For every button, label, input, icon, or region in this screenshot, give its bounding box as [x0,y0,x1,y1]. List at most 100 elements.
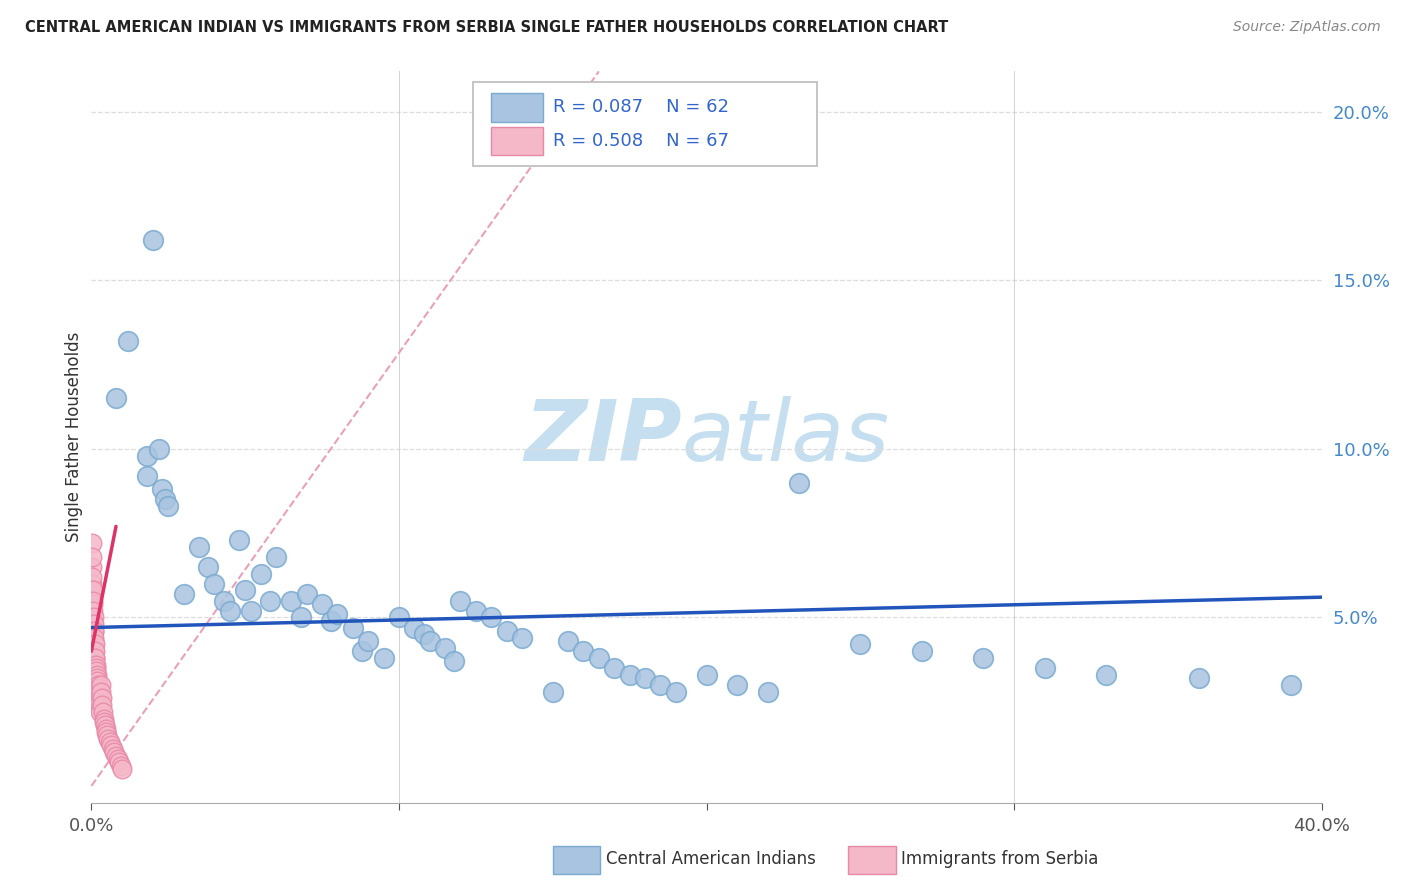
Point [849,637,872,651]
Point [89,701,111,715]
Text: Immigrants from Serbia: Immigrants from Serbia [901,850,1098,868]
Point [82,617,104,632]
Point [86,678,108,692]
Point [93,714,115,729]
Point [83,624,105,638]
Text: CENTRAL AMERICAN INDIAN VS IMMIGRANTS FROM SERBIA SINGLE FATHER HOUSEHOLDS CORRE: CENTRAL AMERICAN INDIAN VS IMMIGRANTS FR… [25,20,949,35]
Point [105,748,127,763]
Point [756,684,779,698]
Point [135,449,157,463]
Point [787,475,810,490]
Point [82,583,104,598]
Point [83,637,105,651]
Point [83,644,105,658]
Point [87,688,110,702]
Point [218,604,240,618]
Point [972,651,994,665]
Point [82,627,104,641]
Point [650,678,672,692]
Point [82,610,104,624]
Point [557,634,579,648]
Text: ZIP: ZIP [524,395,682,479]
Point [240,604,263,618]
Point [84,657,107,672]
Point [150,483,173,497]
Point [259,593,281,607]
Point [603,661,626,675]
Point [82,604,104,618]
Point [96,728,118,742]
Text: Central American Indians: Central American Indians [606,850,815,868]
Point [665,684,688,698]
Point [350,644,373,658]
Point [495,624,517,638]
Point [83,634,105,648]
Point [83,651,105,665]
Point [404,621,426,635]
Point [82,583,104,598]
Point [84,657,107,672]
Point [249,566,271,581]
FancyBboxPatch shape [491,94,543,122]
Point [572,644,595,658]
Point [290,610,312,624]
Point [93,712,115,726]
Point [98,735,121,749]
Point [197,559,219,574]
Point [94,718,117,732]
Point [188,540,211,554]
Point [233,583,256,598]
Point [342,621,364,635]
Point [101,742,124,756]
Point [105,392,127,406]
Point [725,678,748,692]
Point [135,468,157,483]
Point [228,533,250,547]
Point [148,442,170,456]
Point [388,610,411,624]
Point [202,576,225,591]
Point [541,684,564,698]
Point [86,674,108,689]
Point [449,593,471,607]
Point [80,593,103,607]
Point [634,671,657,685]
Point [321,614,343,628]
Point [326,607,349,621]
Text: R = 0.508    N = 67: R = 0.508 N = 67 [553,132,728,150]
Point [280,593,302,607]
Point [80,536,103,550]
FancyBboxPatch shape [491,127,543,155]
Point [696,667,718,681]
Point [412,627,434,641]
Point [1033,661,1056,675]
Point [619,667,641,681]
Point [264,549,287,564]
Point [83,624,105,638]
Point [84,661,107,675]
Text: Source: ZipAtlas.com: Source: ZipAtlas.com [1233,20,1381,34]
Point [588,651,610,665]
Point [83,610,105,624]
Point [510,631,533,645]
Point [479,610,502,624]
Point [110,758,132,772]
Point [111,762,134,776]
Point [87,684,110,698]
Point [443,654,465,668]
Point [89,705,111,719]
Point [419,634,441,648]
Point [90,691,112,706]
Point [80,559,103,574]
Point [97,731,120,746]
Text: R = 0.087    N = 62: R = 0.087 N = 62 [553,98,728,116]
Point [86,665,108,679]
Point [84,644,107,658]
Point [87,691,110,706]
Point [87,681,110,696]
Point [117,334,139,348]
Point [153,492,177,507]
Point [90,684,112,698]
Point [100,739,122,753]
Point [103,745,125,759]
